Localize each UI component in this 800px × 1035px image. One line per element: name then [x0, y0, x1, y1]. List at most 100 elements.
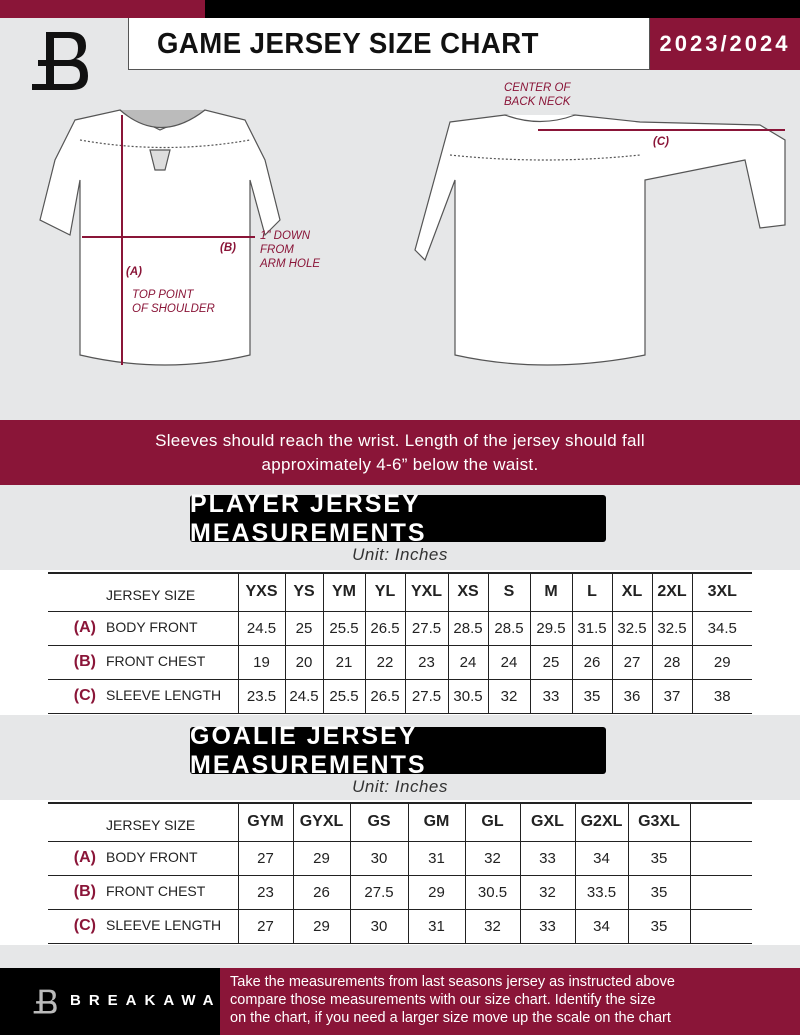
size-header-cell: YS: [284, 573, 323, 611]
size-header-cell: L: [571, 573, 612, 611]
measurement-value: [689, 909, 752, 943]
size-header-cell: GM: [407, 803, 465, 841]
measurement-value: 27: [611, 645, 652, 679]
measurement-label: (A) BODY FRONT: [48, 841, 238, 875]
measurement-name: FRONT CHEST: [106, 883, 206, 899]
measurement-value: 24.5: [284, 679, 323, 713]
measurement-value: 34.5: [691, 611, 752, 645]
measurement-value: 21: [322, 645, 365, 679]
measurement-value: 26: [571, 645, 612, 679]
measurement-value: 29: [292, 909, 350, 943]
measurement-label: (C) SLEEVE LENGTH: [48, 679, 238, 713]
measurement-value: 27.5: [349, 875, 408, 909]
title-box: GAME JERSEY SIZE CHART: [128, 18, 650, 70]
size-header-cell: XL: [611, 573, 652, 611]
player-section-title: PLAYER JERSEY MEASUREMENTS: [190, 490, 606, 547]
jersey-size-label: JERSEY SIZE: [106, 587, 196, 604]
measurement-value: 27.5: [404, 679, 448, 713]
measurement-value: 30: [349, 841, 408, 875]
measurement-value: 24: [487, 645, 530, 679]
size-header-row: JERSEY SIZE GYM GYXL GS GM GL GXL G2XL G3XL: [48, 803, 752, 841]
size-header-cell: GXL: [519, 803, 575, 841]
measurement-letter: (B): [73, 883, 96, 900]
measurement-value: 33.5: [574, 875, 628, 909]
measurement-value: 22: [364, 645, 405, 679]
size-header-cell: YL: [364, 573, 405, 611]
measurement-value: 33: [529, 679, 572, 713]
measurement-value: 32.5: [651, 611, 692, 645]
measurement-value: 32: [487, 679, 530, 713]
goalie-size-table: JERSEY SIZE GYM GYXL GS GM GL GXL G2XL G3XL (A) BO…: [48, 802, 752, 944]
size-header-cell: 3XL: [691, 573, 752, 611]
measurement-value: 32: [464, 909, 520, 943]
measurement-value: 36: [611, 679, 652, 713]
measurement-value: 37: [651, 679, 692, 713]
size-header-cell: 2XL: [651, 573, 692, 611]
table-row: (A) BODY FRONT 24.5 25 25.5 26.5 27.5 28.5 28.5 2…: [48, 611, 752, 645]
size-header-cell: YXS: [237, 573, 285, 611]
measurement-value: 31: [407, 909, 465, 943]
table-row: (B) FRONT CHEST 19 20 21 22 23 24 24 25 26 27 28 29: [48, 645, 752, 679]
measurement-value: 29.5: [529, 611, 572, 645]
note-arm-hole: 1" DOWN FROM ARM HOLE: [260, 230, 321, 270]
measurement-value: 35: [627, 909, 690, 943]
back-jersey-drawing: [414, 114, 786, 366]
player-size-table: JERSEY SIZE YXS YS YM YL YXL XS S M L XL 2XL 3XL (A) B…: [48, 572, 752, 714]
size-header-row: JERSEY SIZE YXS YS YM YL YXL XS S M L XL 2XL 3XL: [48, 573, 752, 611]
measurement-label: (B) FRONT CHEST: [48, 645, 238, 679]
measurement-letter: (C): [73, 687, 96, 704]
table-row: (A) BODY FRONT 27 29 30 31 32 33 34 35: [48, 841, 752, 875]
measurement-value: 20: [284, 645, 323, 679]
measurement-name: SLEEVE LENGTH: [106, 917, 222, 933]
measurement-value: 25: [529, 645, 572, 679]
measurement-value: 30.5: [447, 679, 488, 713]
size-header-cell: GS: [349, 803, 408, 841]
size-header-cell: YXL: [404, 573, 448, 611]
measurement-value: 23: [404, 645, 448, 679]
note-center-back-neck: CENTER OF BACK NECK: [504, 82, 571, 108]
size-header-cell: GL: [464, 803, 520, 841]
measurement-value: 35: [571, 679, 612, 713]
footer-instructions: Take the measurements from last seasons …: [220, 968, 800, 1035]
note-top-shoulder: TOP POINT OF SHOULDER: [132, 289, 215, 315]
measurement-value: 32: [464, 841, 520, 875]
fit-instructions-banner: Sleeves should reach the wrist. Length o…: [0, 420, 800, 485]
size-header-cell: S: [487, 573, 530, 611]
measurement-name: FRONT CHEST: [106, 653, 206, 669]
measurement-value: 19: [237, 645, 285, 679]
measurement-name: SLEEVE LENGTH: [106, 687, 222, 703]
measurement-value: [689, 875, 752, 909]
measurement-value: 26.5: [364, 679, 405, 713]
page-title: GAME JERSEY SIZE CHART: [157, 28, 539, 60]
measurement-value: 32.5: [611, 611, 652, 645]
size-header-cell: M: [529, 573, 572, 611]
jersey-diagram: [39, 109, 786, 366]
measurement-value: 27: [237, 841, 293, 875]
measurement-value: 33: [519, 909, 575, 943]
measurement-value: 26.5: [364, 611, 405, 645]
size-header-cell: G3XL: [627, 803, 690, 841]
footer-brand-name: BREAKAWAY: [70, 992, 239, 1009]
measurement-letter: (B): [73, 653, 96, 670]
measurement-value: 35: [627, 841, 690, 875]
measurement-value: 31: [407, 841, 465, 875]
measurement-value: 24: [447, 645, 488, 679]
measurement-value: 23.5: [237, 679, 285, 713]
footer-logo-icon: [33, 989, 57, 1014]
measurement-value: 32: [519, 875, 575, 909]
size-header-cell: YM: [322, 573, 365, 611]
table-row: (B) FRONT CHEST 23 26 27.5 29 30.5 32 33.5 35: [48, 875, 752, 909]
measurement-value: 25.5: [322, 679, 365, 713]
measurement-value: 25.5: [322, 611, 365, 645]
measurement-value: 24.5: [237, 611, 285, 645]
measurement-letter: (A): [73, 849, 96, 866]
measurement-value: 23: [237, 875, 293, 909]
measurement-name: BODY FRONT: [106, 849, 198, 865]
measurement-value: 28.5: [487, 611, 530, 645]
measurement-value: [689, 841, 752, 875]
size-header-cell: GYM: [237, 803, 293, 841]
measurement-value: 30: [349, 909, 408, 943]
measurement-label: (C) SLEEVE LENGTH: [48, 909, 238, 943]
measurement-value: 28: [651, 645, 692, 679]
measurement-value: 29: [292, 841, 350, 875]
